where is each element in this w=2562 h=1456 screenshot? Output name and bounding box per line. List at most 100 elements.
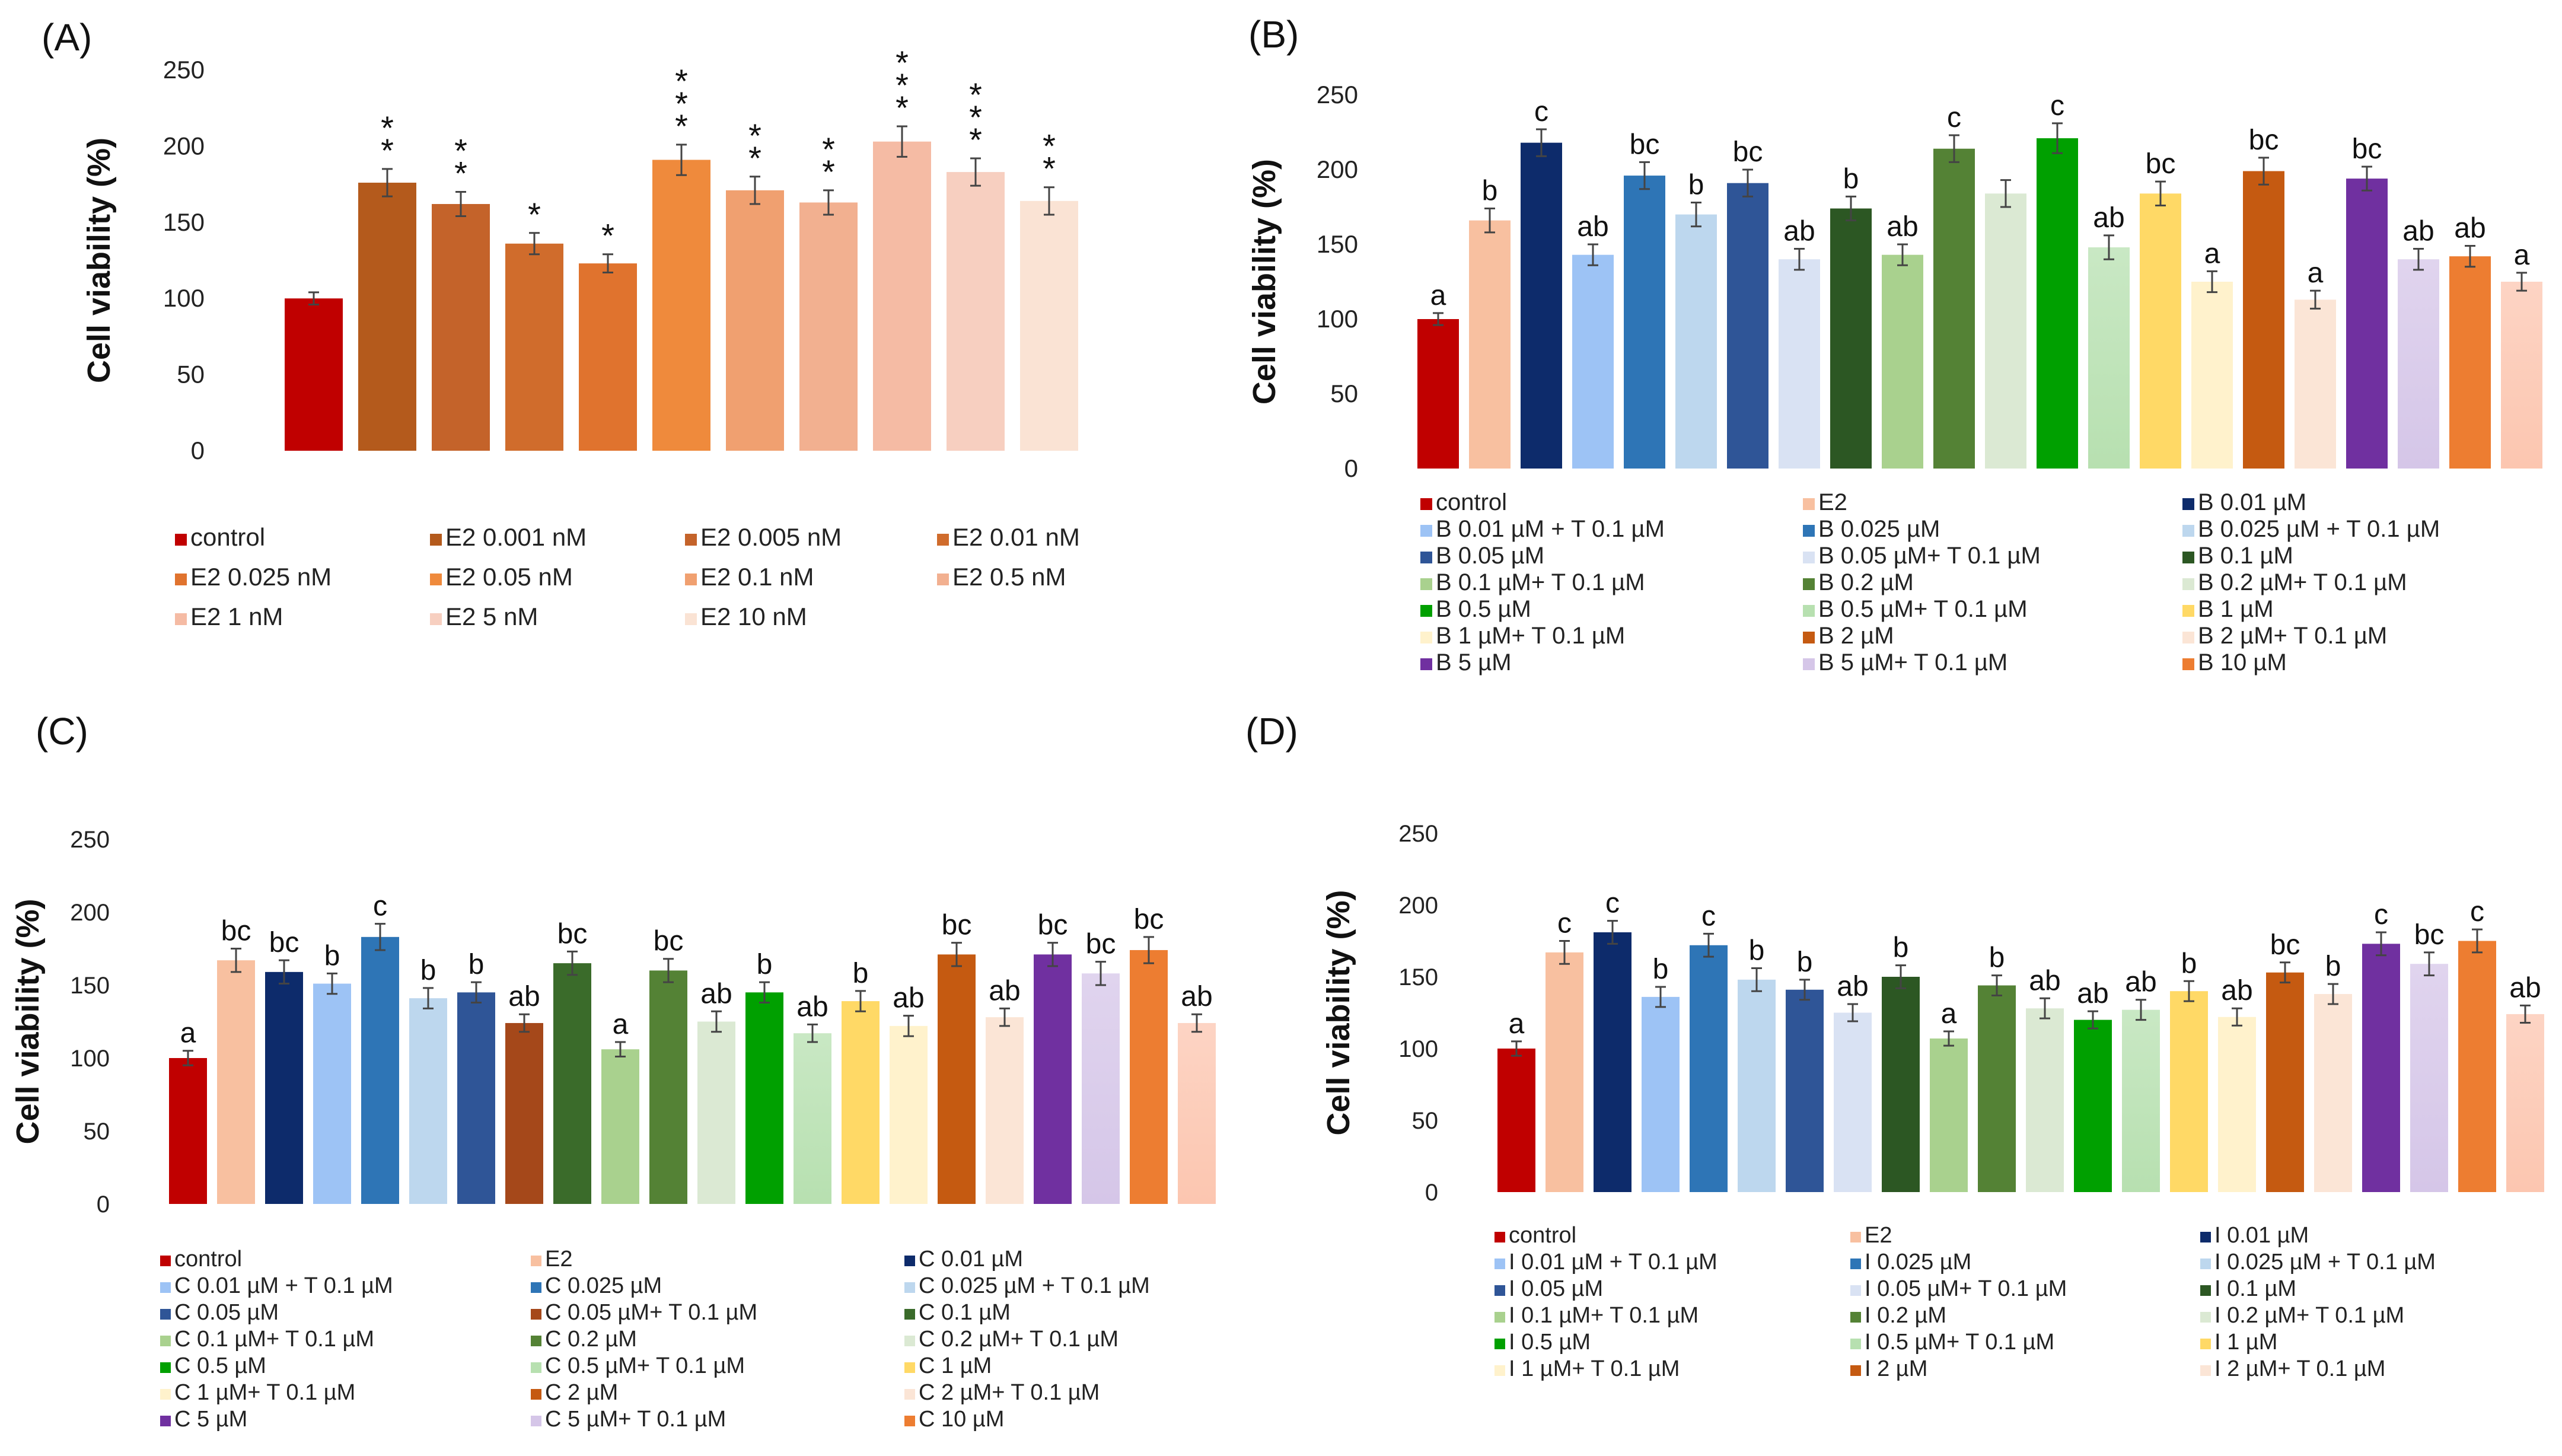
y-tick-label: 100 bbox=[70, 1046, 110, 1072]
legend-swatch bbox=[1420, 605, 1432, 617]
error-bar bbox=[2184, 980, 2194, 1002]
error-bar bbox=[807, 1023, 818, 1043]
error-bar bbox=[903, 1015, 914, 1037]
legend-swatch bbox=[160, 1256, 171, 1266]
error-bar bbox=[663, 958, 674, 983]
error-bar bbox=[2155, 180, 2166, 206]
legend-label: B 0.5 µM bbox=[1436, 596, 1531, 622]
error-bar bbox=[1511, 1040, 1522, 1057]
significance-label: c bbox=[1557, 908, 1572, 939]
legend-item: B 0.2 µM+ T 0.1 µM bbox=[2182, 569, 2407, 595]
legend-label: I 0.025 µM + T 0.1 µM bbox=[2214, 1250, 2436, 1275]
error-bar bbox=[1895, 964, 1906, 989]
significance-label: bc bbox=[1134, 904, 1164, 935]
y-tick-label: 50 bbox=[1330, 380, 1358, 407]
legend-swatch bbox=[1494, 1365, 1505, 1376]
error-bar bbox=[231, 948, 241, 973]
error-bar bbox=[603, 253, 613, 274]
error-bar bbox=[1655, 986, 1666, 1008]
significance-label: ab bbox=[1181, 981, 1212, 1012]
legend-label: E2 0.01 nM bbox=[952, 523, 1080, 551]
significance-label: a bbox=[613, 1009, 629, 1040]
panel-label: (B) bbox=[1248, 13, 1299, 56]
legend-item: B 0.01 µM + T 0.1 µM bbox=[1420, 516, 1665, 542]
significance-label: ab bbox=[2509, 972, 2541, 1003]
legend-swatch bbox=[904, 1309, 915, 1320]
bar bbox=[2506, 1014, 2544, 1192]
legend-label: I 0.5 µM+ T 0.1 µM bbox=[1865, 1330, 2054, 1355]
legend-label: C 10 µM bbox=[919, 1407, 1004, 1432]
error-bar bbox=[455, 190, 466, 218]
legend-label: B 1 µM bbox=[2198, 596, 2274, 622]
significance-label: ab bbox=[893, 983, 924, 1014]
legend-item: E2 0.01 nM bbox=[937, 523, 1080, 551]
legend-label: E2 0.025 nM bbox=[190, 563, 332, 591]
significance-label: c bbox=[1701, 900, 1716, 932]
legend-swatch bbox=[937, 574, 949, 585]
legend-item: B 0.2 µM bbox=[1803, 569, 1914, 595]
error-bar bbox=[711, 1010, 722, 1033]
legend-swatch bbox=[160, 1416, 171, 1426]
significance-label: c bbox=[1947, 102, 1961, 133]
bar bbox=[726, 190, 784, 451]
bar bbox=[745, 992, 783, 1204]
legend-item: B 0.1 µM bbox=[2182, 543, 2293, 569]
error-bar bbox=[1559, 940, 1570, 965]
significance-label: ab bbox=[2125, 967, 2156, 998]
panel-label: (A) bbox=[42, 16, 92, 59]
legend-item: C 0.025 µM + T 0.1 µM bbox=[904, 1273, 1150, 1298]
significance-label: * * * bbox=[675, 62, 688, 145]
bar bbox=[1642, 996, 1680, 1192]
legend-item: I 0.2 µM+ T 0.1 µM bbox=[2200, 1303, 2404, 1328]
bar bbox=[1020, 200, 1078, 451]
error-bar bbox=[567, 950, 578, 976]
legend-label: I 0.5 µM bbox=[1509, 1330, 1591, 1355]
bar bbox=[2295, 300, 2336, 469]
legend-label: B 0.025 µM + T 0.1 µM bbox=[2198, 516, 2440, 542]
error-bar bbox=[1044, 186, 1054, 216]
bar bbox=[1675, 214, 1717, 469]
legend-swatch bbox=[2182, 578, 2194, 590]
legend-swatch bbox=[160, 1336, 171, 1346]
legend-swatch bbox=[685, 534, 697, 546]
bar bbox=[947, 172, 1005, 451]
error-bar bbox=[1742, 168, 1753, 197]
significance-label: bc bbox=[2249, 125, 2279, 156]
error-bar bbox=[2088, 1010, 2098, 1030]
legend-label: I 0.1 µM+ T 0.1 µM bbox=[1509, 1303, 1699, 1328]
legend-swatch bbox=[160, 1309, 171, 1320]
bar bbox=[1594, 932, 1631, 1192]
legend-item: E2 0.025 nM bbox=[175, 563, 332, 591]
bar bbox=[1830, 208, 1872, 469]
bar bbox=[1497, 1049, 1535, 1192]
legend-label: E2 0.1 nM bbox=[700, 563, 814, 591]
bar bbox=[1985, 193, 2026, 469]
legend-label: E2 0.005 nM bbox=[700, 523, 842, 551]
legend-swatch bbox=[904, 1362, 915, 1373]
error-bar bbox=[471, 981, 482, 1004]
error-bar bbox=[970, 157, 981, 187]
legend-item: C 2 µM bbox=[531, 1380, 618, 1405]
significance-label: * bbox=[601, 217, 614, 254]
significance-label: ab bbox=[2093, 202, 2124, 234]
legend-item: C 0.5 µM bbox=[160, 1353, 266, 1378]
significance-label: * * bbox=[748, 117, 761, 177]
legend-label: B 0.1 µM bbox=[2198, 543, 2293, 569]
legend-label: control bbox=[1436, 489, 1507, 515]
error-bar bbox=[2258, 157, 2269, 186]
legend-swatch bbox=[2182, 658, 2194, 670]
bar bbox=[2410, 964, 2448, 1192]
legend-swatch bbox=[2200, 1259, 2211, 1269]
significance-label: * * bbox=[822, 130, 835, 190]
bar bbox=[890, 1025, 928, 1204]
significance-label: * * bbox=[1043, 128, 1056, 187]
legend-swatch bbox=[1420, 578, 1432, 590]
legend-swatch bbox=[1420, 632, 1432, 643]
legend-swatch bbox=[531, 1282, 541, 1293]
bar bbox=[2037, 138, 2078, 469]
y-tick-label: 0 bbox=[191, 437, 205, 464]
bar bbox=[1690, 945, 1728, 1192]
legend-label: I 0.05 µM bbox=[1509, 1276, 1603, 1301]
bar bbox=[1178, 1022, 1216, 1204]
